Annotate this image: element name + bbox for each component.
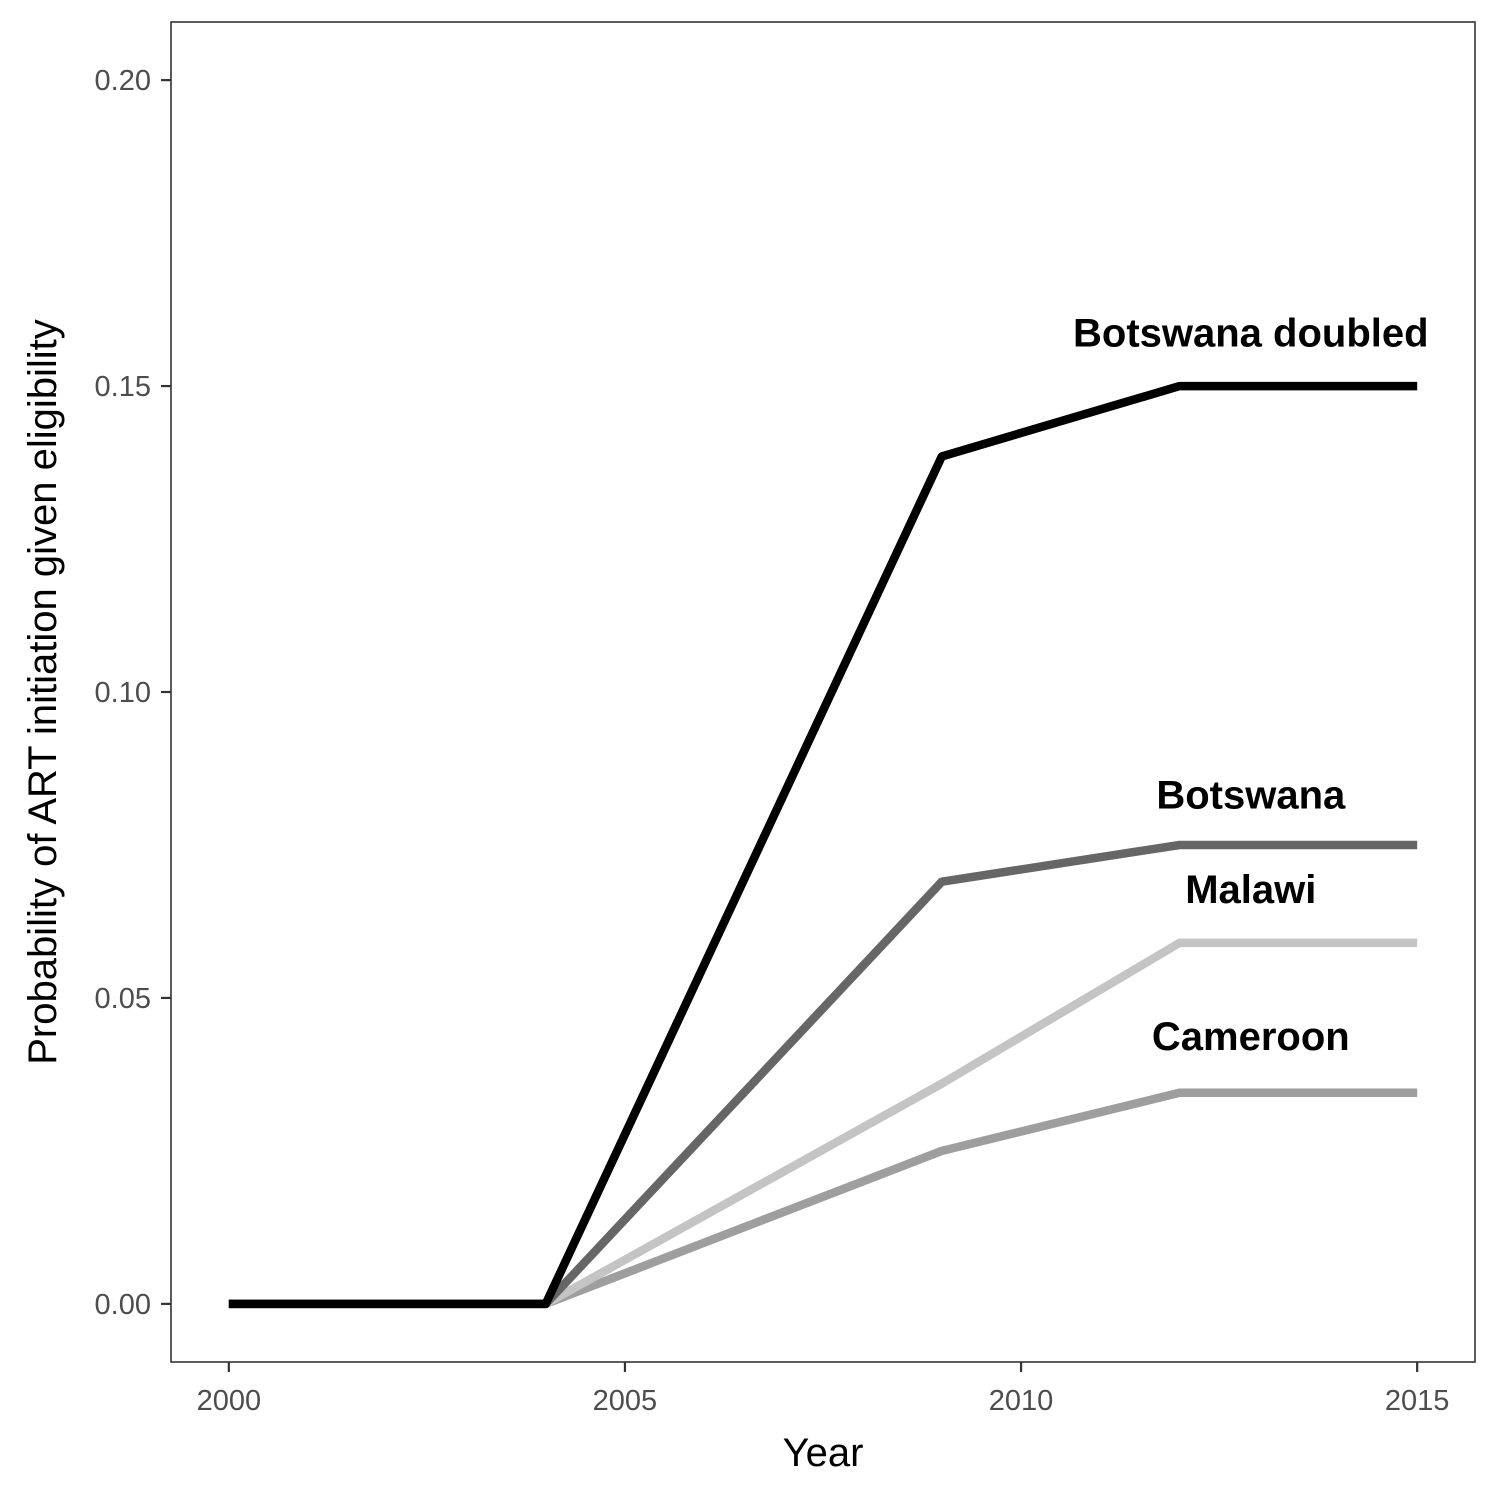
- y-tick-label: 0.10: [95, 677, 151, 709]
- series-lines: [228, 381, 1418, 1309]
- series-label-botswana: Botswana: [1156, 773, 1346, 817]
- series-label-malawi: Malawi: [1185, 868, 1316, 912]
- x-axis-title: Year: [783, 1431, 864, 1475]
- y-tick-label: 0.05: [95, 983, 151, 1015]
- axis-ticks: 0.00 0.05 0.10 0.15 0.20 2000 2005 2010 2015: [95, 65, 1450, 1417]
- y-tick-label: 0.00: [95, 1289, 151, 1321]
- series-labels: Cameroon Malawi Botswana Botswana doubled: [1073, 311, 1429, 1059]
- series-label-botswana-doubled: Botswana doubled: [1073, 311, 1429, 355]
- series-line-cameroon: [228, 1088, 1418, 1309]
- x-tick-label: 2005: [593, 1385, 658, 1417]
- x-tick-label: 2010: [989, 1385, 1054, 1417]
- series-label-cameroon: Cameroon: [1152, 1015, 1350, 1059]
- series-line-botswana-doubled: [228, 381, 1418, 1309]
- y-tick-label: 0.15: [95, 371, 151, 403]
- y-axis-title: Probability of ART initiation given elig…: [21, 319, 65, 1065]
- series-line-botswana: [228, 840, 1418, 1309]
- x-tick-label: 2015: [1385, 1385, 1450, 1417]
- series-line-malawi: [228, 938, 1418, 1309]
- y-tick-label: 0.20: [95, 65, 151, 97]
- plot-panel-border: [170, 21, 1476, 1363]
- x-tick-label: 2000: [197, 1385, 262, 1417]
